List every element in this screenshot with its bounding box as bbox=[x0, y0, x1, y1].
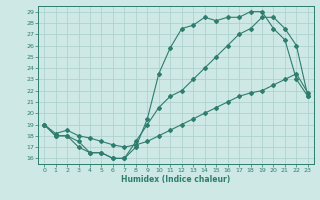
X-axis label: Humidex (Indice chaleur): Humidex (Indice chaleur) bbox=[121, 175, 231, 184]
